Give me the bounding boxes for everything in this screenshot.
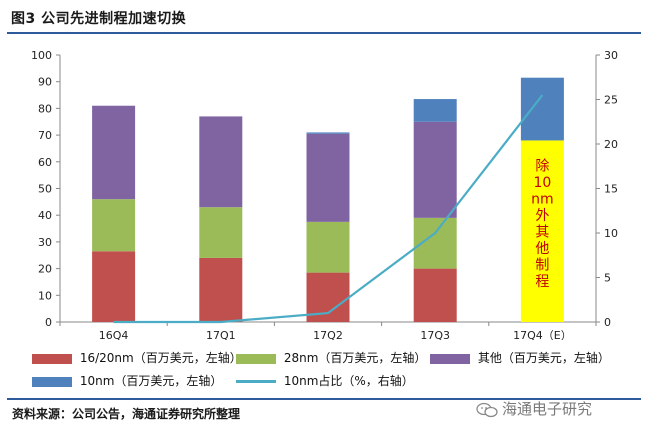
x-tick-label: 17Q3 (420, 329, 450, 340)
legend-swatch-28nm (236, 353, 276, 364)
y-tick-label-right: 20 (604, 138, 618, 151)
bar-other-processes-highlight (520, 140, 564, 322)
y-tick-label-left: 30 (38, 236, 52, 249)
legend-item-10nm-share: 10nm占比（%，右轴） (236, 372, 414, 390)
highlight-bar-label: 除 (535, 158, 549, 174)
legend-swatch-16-20nm (32, 353, 72, 364)
y-tick-label-right: 30 (604, 49, 618, 62)
highlight-bar-label: 10 (533, 175, 551, 191)
bar-16-20nm (92, 251, 136, 322)
chart: 0 10 20 30 40 50 60 70 80 90 100 0 5 10 15 20 25 30 16Q4 17… (31, 49, 618, 340)
legend-swatch-10nm-share (236, 380, 276, 383)
bar-28nm (92, 199, 136, 252)
watermark-text: 海通电子研究 (502, 400, 593, 418)
highlight-bar-label: 外 (535, 208, 549, 224)
highlight-bar-label: 制 (535, 257, 549, 273)
y-tick-label-left: 80 (38, 102, 52, 115)
bottom-rule (7, 398, 641, 400)
legend-item-10nm: 10nm（百万美元，左轴） (32, 372, 222, 390)
x-tick-label: 17Q1 (206, 329, 236, 340)
y-tick-label-right: 5 (604, 272, 611, 285)
y-tick-label-left: 60 (38, 156, 52, 169)
highlight-bar-label: 程 (535, 274, 549, 290)
bar-28nm (306, 221, 350, 273)
highlight-bar-label: 他 (535, 241, 549, 257)
y-tick-label-right: 25 (604, 94, 618, 107)
x-tick-label: 17Q2 (313, 329, 343, 340)
line-10nm-share (113, 94, 544, 324)
bar-other (306, 133, 350, 222)
title-bar: 图3 公司先进制程加速切换 (7, 6, 641, 34)
y-tick-label-right: 10 (604, 227, 618, 240)
x-tick-label: 16Q4 (99, 329, 129, 340)
bar-16-20nm (413, 268, 457, 322)
legend-label-16-20nm: 16/20nm（百万美元，左轴） (79, 351, 242, 365)
bar-28nm (199, 207, 243, 258)
legend-swatch-other (430, 353, 470, 364)
bar-16-20nm (199, 257, 243, 322)
bar-10nm (306, 132, 350, 134)
legend-label-10nm-share: 10nm占比（%，右轴） (283, 374, 414, 388)
y-tick-label-left: 10 (38, 289, 52, 302)
y-tick-label-left: 0 (45, 316, 52, 329)
bar-10nm (520, 77, 564, 141)
bar-10nm (413, 99, 457, 122)
y-tick-label-right: 0 (604, 316, 611, 329)
bar-other (92, 105, 136, 200)
bar-other (199, 116, 243, 208)
y-tick-label-left: 100 (31, 49, 52, 62)
legend-item-other: 其他（百万美元，左轴） (430, 349, 610, 367)
legend-item-28nm: 28nm（百万美元，左轴） (236, 349, 426, 367)
y-tick-label-left: 40 (38, 209, 52, 222)
y-tick-label-left: 70 (38, 129, 52, 142)
chart-title: 图3 公司先进制程加速切换 (11, 11, 187, 27)
y-tick-label-left: 90 (38, 76, 52, 89)
legend-label-other: 其他（百万美元，左轴） (477, 351, 610, 365)
x-tick-label: 17Q4（E） (513, 329, 572, 340)
y-tick-label-left: 20 (38, 263, 52, 276)
wechat-icon (476, 402, 498, 417)
legend-label-10nm: 10nm（百万美元，左轴） (79, 374, 223, 388)
highlight-bar-label: 其 (535, 224, 549, 240)
highlight-bar-label: nm (531, 191, 554, 207)
source-note: 资料来源：公司公告，海通证券研究所整理 (12, 407, 241, 421)
y-tick-label-right: 15 (604, 183, 618, 196)
legend-label-28nm: 28nm（百万美元，左轴） (283, 351, 427, 365)
watermark: 海通电子研究 (476, 398, 592, 419)
legend-swatch-10nm (32, 376, 72, 387)
bar-other (413, 121, 457, 218)
y-tick-label-left: 50 (38, 183, 52, 196)
legend-item-16-20nm: 16/20nm（百万美元，左轴） (32, 349, 242, 367)
